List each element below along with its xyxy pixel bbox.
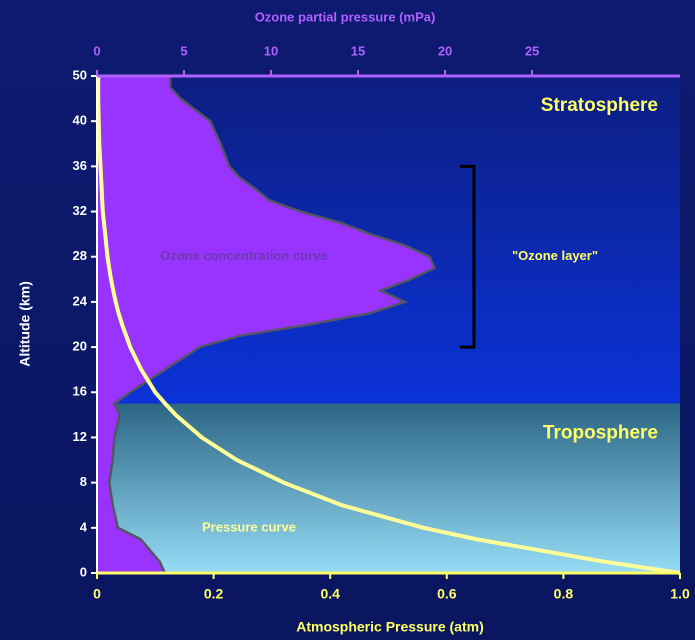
y-tick-label: 8 [80,474,87,489]
x-tick-label: 0.4 [320,586,340,602]
region-label: Troposphere [543,423,658,444]
y-tick-label: 0 [80,564,87,579]
x2-axis-label: Ozone partial pressure (mPa) [255,9,436,24]
x-tick-label: 0.8 [554,586,574,602]
series-label: Pressure curve [202,519,296,534]
y-tick-label: 12 [73,429,87,444]
x2-tick-label: 25 [525,43,539,58]
x-tick-label: 0 [93,586,101,602]
x2-tick-label: 15 [351,43,365,58]
y-tick-label: 4 [80,519,88,534]
bracket-label: "Ozone layer" [512,248,598,263]
y-tick-label: 16 [73,384,87,399]
y-tick-label: 20 [73,339,87,354]
x-tick-label: 0.6 [437,586,457,602]
x2-tick-label: 20 [438,43,452,58]
x2-tick-label: 10 [264,43,278,58]
series-label: Ozone concentration curve [160,248,328,263]
y-tick-label: 50 [73,67,87,82]
pressure-line [96,76,681,575]
ozone-fill [97,76,435,573]
x-tick-label: 1.0 [670,586,690,602]
ozone-outline [107,76,437,574]
x2-tick-label: 0 [93,43,100,58]
y-tick-label: 24 [73,293,88,308]
y-axis-label: Altitude (km) [17,281,33,367]
plot-area [96,76,681,575]
x-axis-label: Atmospheric Pressure (atm) [296,619,484,635]
x-tick-label: 0.2 [204,586,224,602]
region-label: Stratosphere [541,95,658,116]
x2-tick-label: 5 [180,43,187,58]
y-tick-label: 28 [73,248,87,263]
bracket [460,164,476,349]
y-tick-label: 40 [73,113,87,128]
y-tick-label: 36 [73,158,87,173]
y-tick-label: 32 [73,203,87,218]
